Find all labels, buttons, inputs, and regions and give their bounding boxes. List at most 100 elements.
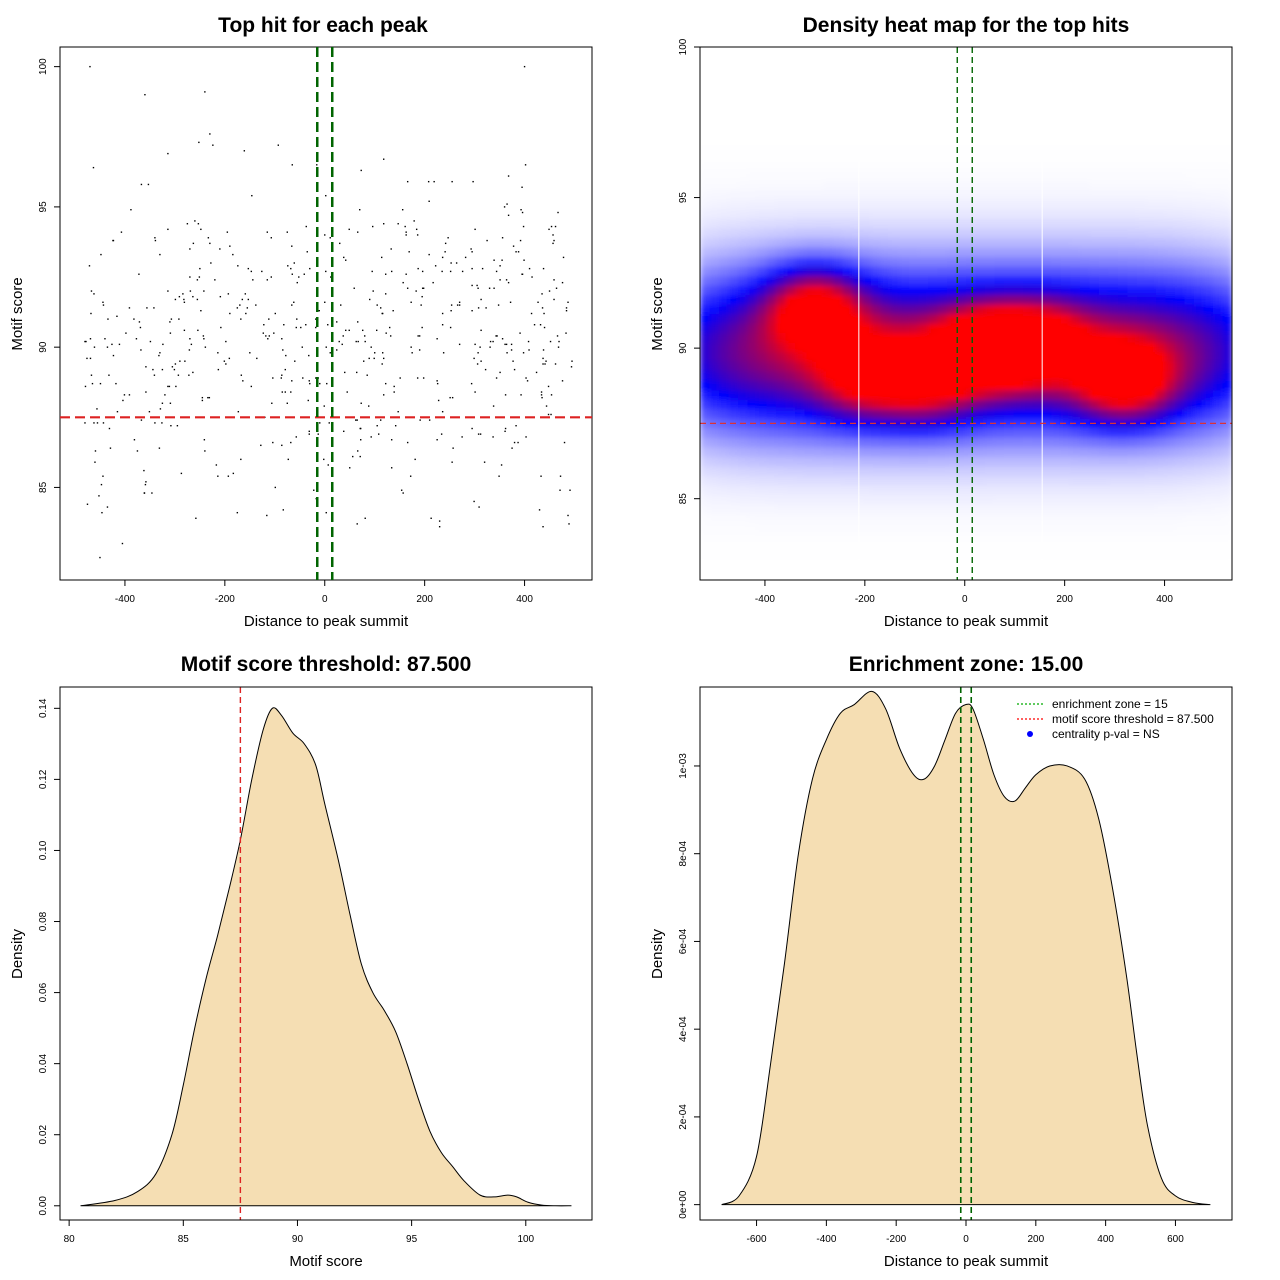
heatmap-cell	[804, 199, 815, 210]
heatmap-cell	[1175, 66, 1186, 77]
heatmap-cell	[795, 551, 806, 562]
scatter-point	[554, 225, 557, 228]
heatmap-cell	[947, 503, 958, 514]
heatmap-cell	[1137, 380, 1148, 391]
heatmap-cell	[1070, 66, 1081, 77]
heatmap-cell	[719, 370, 730, 381]
heatmap-cell	[966, 170, 977, 181]
heatmap-cell	[1184, 427, 1195, 438]
scatter-point	[558, 340, 560, 343]
heatmap-cell	[747, 170, 758, 181]
scatter-point	[544, 363, 546, 365]
heatmap-cell	[1165, 332, 1176, 343]
heatmap-cell	[719, 294, 730, 305]
heatmap-cell	[738, 132, 749, 143]
heatmap-cell	[1146, 208, 1157, 219]
distance-density-y-tick-label: 8e-04	[678, 840, 689, 866]
heatmap-cell	[899, 389, 910, 400]
heatmap-cell	[776, 218, 787, 229]
scatter-point	[239, 304, 241, 306]
heatmap-cell	[1070, 246, 1081, 257]
heatmap-cell	[1013, 551, 1024, 562]
scatter-point	[108, 374, 110, 376]
heatmap-cell	[975, 332, 986, 343]
heatmap-cell	[823, 227, 834, 238]
heatmap-cell	[728, 370, 739, 381]
heatmap-cell	[975, 189, 986, 200]
heatmap-cell	[1118, 494, 1129, 505]
scatter-point	[192, 242, 195, 245]
heatmap-cell	[880, 56, 891, 67]
heatmap-cell	[728, 503, 739, 514]
heatmap-cell	[871, 218, 882, 229]
heatmap-cell	[747, 522, 758, 534]
heatmap-cell	[700, 323, 711, 334]
scatter-point	[542, 267, 545, 270]
scatter-point	[109, 447, 112, 449]
heatmap-cell	[823, 303, 834, 315]
heatmap-cell	[899, 399, 910, 410]
heatmap-cell	[795, 313, 806, 324]
heatmap-cell	[1137, 475, 1148, 486]
heatmap-cell	[766, 275, 777, 286]
heatmap-cell	[1023, 484, 1034, 495]
heatmap-cell	[871, 494, 882, 505]
heatmap-cell	[871, 246, 882, 257]
heatmap-cell	[928, 56, 939, 67]
heatmap-cell	[1175, 208, 1186, 219]
heatmap-cell	[890, 494, 901, 505]
heatmap-cell	[1070, 532, 1081, 543]
heatmap-cell	[785, 275, 796, 286]
heatmap-cell	[833, 47, 844, 58]
heatmap-cell	[700, 132, 711, 143]
heatmap-cell	[918, 408, 929, 419]
scatter-point	[557, 346, 560, 348]
scatter-point	[458, 304, 461, 306]
heatmap-cell	[719, 132, 730, 143]
heatmap-cell	[1013, 570, 1024, 580]
heatmap-cell	[1051, 85, 1062, 96]
heatmap-cell	[1127, 208, 1138, 219]
scatter-point	[89, 65, 91, 68]
heatmap-cell	[1146, 275, 1157, 286]
heatmap-cell	[1004, 303, 1015, 315]
distance-density-y-tick-label: 2e-04	[678, 1104, 689, 1130]
heatmap-cell	[928, 284, 939, 296]
heatmap-cell	[842, 275, 853, 286]
heatmap-cell	[814, 399, 825, 410]
heatmap-cell	[700, 532, 711, 543]
heatmap-cell	[852, 246, 863, 257]
heatmap-cell	[795, 389, 806, 400]
heatmap-cell	[928, 218, 939, 229]
heatmap-cell	[814, 313, 825, 324]
heatmap-cell	[823, 465, 834, 476]
heatmap-cell	[994, 199, 1005, 210]
heatmap-cell	[842, 465, 853, 476]
heatmap-cell	[823, 437, 834, 448]
heatmap-cell	[1042, 522, 1053, 534]
heatmap-cell	[899, 465, 910, 476]
heatmap-cell	[1004, 56, 1015, 67]
heatmap-cell	[1156, 85, 1167, 96]
scatter-point	[189, 248, 191, 250]
heatmap-cell	[719, 180, 730, 191]
heatmap-cell	[1061, 85, 1072, 96]
heatmap-cell	[937, 256, 948, 267]
heatmap-cell	[956, 323, 967, 334]
heatmap-cell	[804, 427, 815, 438]
scatter-point	[282, 509, 284, 511]
heatmap-cell	[1203, 437, 1214, 448]
heatmap-cell	[1127, 532, 1138, 543]
heatmap-cell	[785, 456, 796, 467]
heatmap-cell	[804, 294, 815, 305]
heatmap-cell	[785, 303, 796, 315]
scatter-point	[305, 324, 307, 326]
heatmap-cell	[823, 237, 834, 248]
heatmap-cell	[776, 246, 787, 257]
heatmap-cell	[1203, 56, 1214, 67]
heatmap-cell	[890, 456, 901, 467]
heatmap-cell	[1051, 218, 1062, 229]
heatmap-cell	[852, 351, 863, 362]
heatmap-cell	[1165, 208, 1176, 219]
heatmap-cell	[871, 170, 882, 181]
